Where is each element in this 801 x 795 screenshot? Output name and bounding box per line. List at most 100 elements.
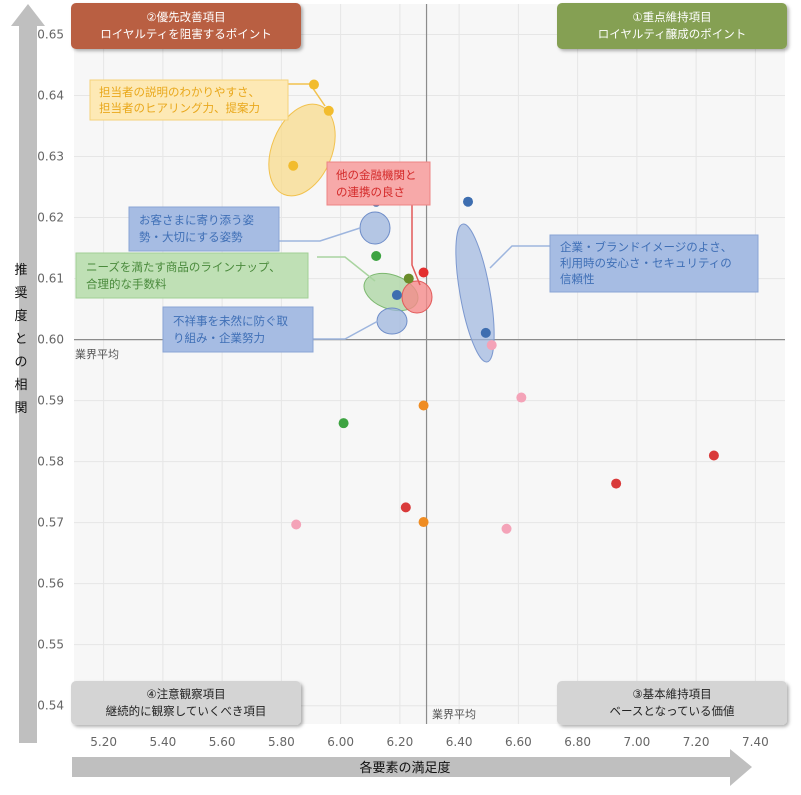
data-point (308, 79, 319, 90)
highlight-brand-group (455, 223, 495, 363)
connector-fraud (313, 320, 379, 340)
annotation-yellow-line1: 担当者の説明のわかりやすさ、 (99, 85, 260, 99)
data-point (418, 267, 429, 278)
annotation-red-box (326, 161, 431, 206)
quadrant-top-left: ②優先改善項目 ロイヤルティを阻害するポイント (71, 3, 301, 49)
y-tick-label: 0.59 (37, 394, 64, 408)
connector-care (279, 227, 361, 242)
y-tick-label: 0.64 (37, 89, 64, 103)
x-tick-label: 6.80 (564, 735, 591, 749)
quadrant-top-right: ①重点維持項目 ロイヤルティ醸成のポイント (557, 3, 787, 49)
highlight-red-point (401, 280, 433, 314)
data-point (338, 418, 349, 429)
data-point (371, 251, 382, 261)
axis-ticks: 5.20 5.40 5.60 5.80 6.00 6.20 6.40 6.60 6.80 7.00… (37, 28, 768, 749)
x-tick-label: 5.40 (150, 735, 177, 749)
connector-needs (317, 256, 376, 282)
highlight-care-point (359, 211, 391, 245)
y-tick-label: 0.55 (37, 638, 64, 652)
data-point (291, 519, 302, 530)
x-axis-title: 各要素の満足度 (359, 760, 450, 776)
quadrant-bottom-left: ④注意観察項目 継続的に観察していくべき項目 (71, 681, 301, 725)
annotation-fraud-line2: り組み・企業努力 (173, 331, 265, 345)
annotation-care-line1: お客さまに寄り添う姿 (139, 213, 254, 227)
annotation-red-line2: の連携の良さ (336, 185, 405, 199)
data-point (501, 523, 512, 534)
average-label-x: 業界平均 (432, 708, 476, 721)
highlight-fraud-point (376, 307, 408, 335)
y-tick-label: 0.58 (37, 455, 64, 469)
data-point (486, 340, 497, 351)
connector-red (411, 205, 421, 286)
quadrant-bottom-left-box (71, 681, 301, 725)
plot-area (74, 4, 785, 724)
annotation-yellow: 担当者の説明のわかりやすさ、 担当者のヒアリング力、提案力 (89, 79, 289, 121)
data-points (288, 79, 719, 534)
annotation-brand-line1: 企業・ブランドイメージのよさ、 (560, 240, 732, 254)
annotation-yellow-box (89, 79, 289, 121)
data-point (708, 450, 719, 461)
x-tick-label: 7.20 (683, 735, 710, 749)
quadrant-top-right-title: ①重点維持項目 (632, 10, 711, 24)
data-point (418, 400, 429, 411)
y-tick-label: 0.61 (37, 272, 64, 286)
annotation-care-box (128, 206, 280, 252)
data-point (611, 478, 622, 489)
data-point (480, 327, 491, 338)
quadrant-top-left-title: ②優先改善項目 (146, 10, 225, 24)
annotation-needs-box (75, 252, 309, 299)
data-point (400, 502, 411, 513)
annotation-fraud: 不祥事を未然に防ぐ取 り組み・企業努力 (162, 306, 314, 353)
annotation-care-line2: 勢・大切にする姿勢 (139, 230, 243, 244)
annotation-brand: 企業・ブランドイメージのよさ、 利用時の安心さ・セキュリティの 信頼性 (549, 234, 759, 293)
data-point (323, 105, 334, 116)
annotation-needs-line2: 合理的な手数料 (86, 277, 167, 291)
connector-brand (489, 245, 550, 269)
x-tick-label: 7.00 (624, 735, 651, 749)
data-point (463, 196, 474, 207)
quadrant-top-left-box (71, 3, 301, 49)
quadrant-bottom-left-subtitle: 継続的に観察していくべき項目 (106, 704, 267, 718)
annotation-needs: ニーズを満たす商品のラインナップ、 合理的な手数料 (75, 252, 309, 299)
y-tick-label: 0.56 (37, 577, 64, 591)
data-point (403, 273, 414, 284)
quadrant-bottom-left-title: ④注意観察項目 (146, 687, 225, 701)
quadrant-top-left-subtitle: ロイヤルティを阻害するポイント (100, 27, 271, 41)
highlight-groups (268, 103, 495, 363)
y-tick-label: 0.60 (37, 333, 64, 347)
annotation-brand-line3: 信頼性 (560, 272, 595, 286)
y-axis-title: 推奨度との相関 (14, 263, 27, 416)
quadrant-top-right-subtitle: ロイヤルティ醸成のポイント (598, 27, 746, 41)
data-point (288, 160, 299, 171)
annotation-brand-line2: 利用時の安心さ・セキュリティの (560, 256, 732, 270)
y-tick-label: 0.62 (37, 211, 64, 225)
x-tick-label: 7.40 (742, 735, 769, 749)
annotation-yellow-line2: 担当者のヒアリング力、提案力 (99, 101, 260, 115)
annotation-brand-box (549, 234, 759, 293)
x-tick-label: 5.80 (268, 735, 295, 749)
x-tick-label: 5.20 (90, 735, 117, 749)
annotation-needs-line1: ニーズを満たす商品のラインナップ、 (86, 260, 281, 274)
highlight-yellow-group (268, 103, 336, 197)
y-tick-label: 0.65 (37, 28, 64, 42)
annotation-fraud-line1: 不祥事を未然に防ぐ取 (173, 314, 288, 328)
annotation-fraud-box (162, 306, 314, 353)
x-tick-label: 6.00 (327, 735, 354, 749)
x-tick-label: 6.40 (446, 735, 473, 749)
y-tick-label: 0.54 (37, 699, 64, 713)
x-tick-label: 6.60 (505, 735, 532, 749)
quadrant-bottom-right-title: ③基本維持項目 (632, 687, 711, 701)
x-tick-label: 6.20 (387, 735, 414, 749)
quadrant-bottom-right: ③基本維持項目 ベースとなっている価値 (557, 681, 787, 725)
annotation-red: 他の金融機関と の連携の良さ (326, 161, 431, 206)
annotation-care: お客さまに寄り添う姿 勢・大切にする姿勢 (128, 206, 280, 252)
data-point (418, 517, 429, 528)
data-point (516, 392, 527, 403)
y-tick-label: 0.57 (37, 516, 64, 530)
x-tick-label: 5.60 (209, 735, 236, 749)
x-axis-arrow (72, 749, 752, 786)
y-tick-label: 0.63 (37, 150, 64, 164)
data-point (391, 290, 402, 301)
average-label-y: 業界平均 (75, 348, 119, 361)
